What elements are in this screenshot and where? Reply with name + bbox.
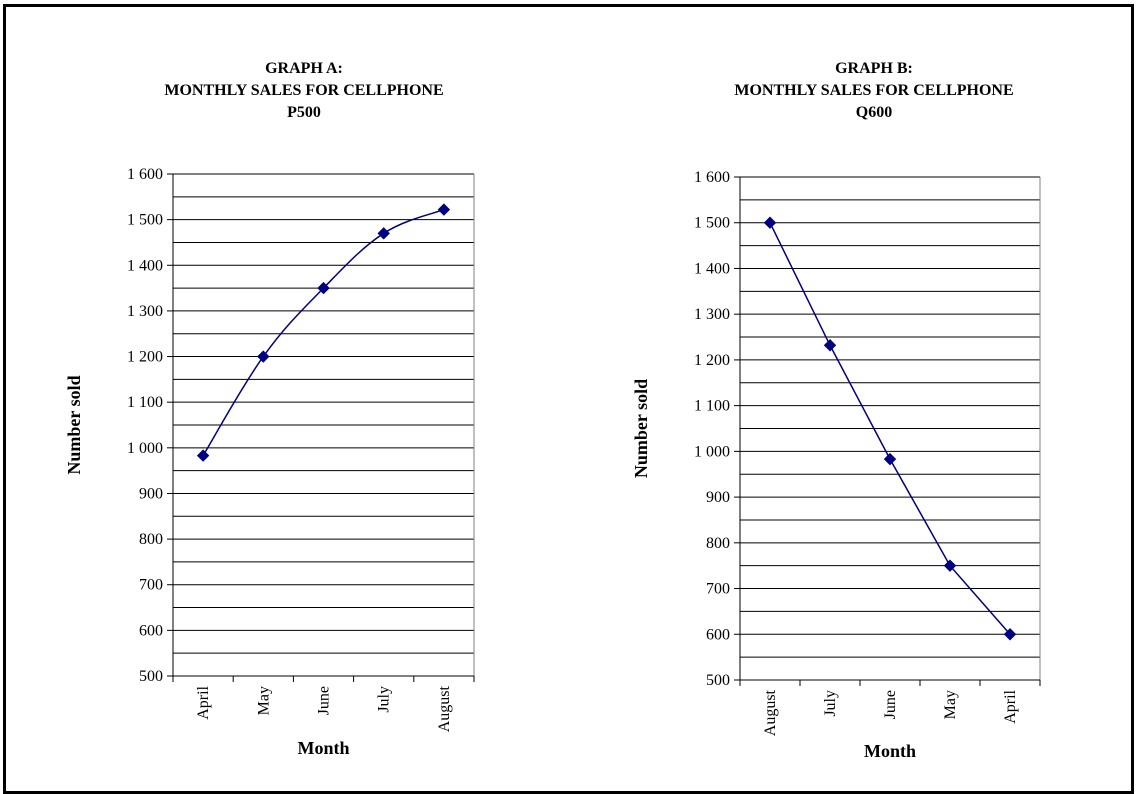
figure-frame (3, 4, 1134, 794)
x-tick-label: July (376, 686, 393, 713)
x-tick-label: June (882, 690, 899, 719)
x-tick-label: July (822, 690, 839, 717)
data-point (1003, 628, 1017, 641)
y-tick-label: 1 400 (127, 257, 163, 274)
x-tick-label: April (195, 685, 212, 719)
y-tick-label: 1 200 (127, 349, 163, 366)
x-axis-title: Month (864, 741, 916, 761)
y-tick-label: 900 (706, 489, 730, 506)
data-point (823, 339, 837, 352)
y-tick-label: 1 300 (694, 306, 730, 323)
data-point (377, 227, 390, 240)
y-tick-label: 1 600 (127, 166, 163, 183)
y-tick-label: 700 (139, 577, 163, 594)
y-tick-label: 900 (139, 485, 163, 502)
data-point (437, 203, 451, 216)
x-tick-label: May (942, 690, 959, 719)
chart-title-line: P500 (287, 104, 321, 121)
x-axis-title: Month (297, 738, 349, 758)
data-point (196, 449, 210, 462)
y-tick-label: 1 100 (127, 394, 163, 411)
series-line (202, 208, 445, 456)
y-tick-label: 700 (706, 581, 730, 598)
data-point (883, 452, 897, 466)
y-tick-label: 1 300 (127, 303, 163, 320)
y-tick-label: 1 500 (694, 215, 730, 232)
y-tick-label: 600 (139, 622, 163, 639)
y-tick-label: 1 000 (694, 443, 730, 460)
data-point (257, 350, 270, 363)
y-tick-label: 800 (706, 535, 730, 552)
y-tick-label: 500 (139, 668, 163, 685)
x-tick-label: August (436, 685, 453, 732)
y-tick-label: 800 (139, 531, 163, 548)
chart-a: GRAPH A: MONTHLY SALES FOR CELLPHONE P500 5… (64, 60, 475, 758)
y-tick-label: 1 600 (694, 169, 730, 186)
chart-title-line: GRAPH A: (265, 60, 343, 77)
data-point (943, 559, 957, 572)
x-tick-label: August (762, 689, 779, 736)
y-tick-label: 1 200 (694, 352, 730, 369)
chart-title-line: MONTHLY SALES FOR CELLPHONE (164, 82, 443, 99)
chart-b: GRAPH B: MONTHLY SALES FOR CELLPHONE Q600 5… (631, 60, 1041, 761)
chart-title-line: Q600 (856, 104, 892, 121)
y-tick-label: 1 000 (127, 440, 163, 457)
data-point (763, 216, 777, 229)
y-tick-label: 1 500 (127, 212, 163, 229)
data-point (317, 281, 330, 295)
y-tick-label: 500 (706, 672, 730, 689)
y-axis-title: Number sold (64, 375, 84, 474)
chart-title-line: MONTHLY SALES FOR CELLPHONE (734, 82, 1013, 99)
x-tick-label: June (316, 686, 333, 715)
y-tick-label: 1 100 (694, 398, 730, 415)
x-tick-label: May (255, 686, 272, 715)
y-tick-label: 600 (706, 626, 730, 643)
chart-title-line: GRAPH B: (835, 60, 913, 77)
y-tick-label: 1 400 (694, 260, 730, 277)
x-tick-label: April (1002, 689, 1019, 723)
y-axis-title: Number sold (631, 379, 651, 478)
